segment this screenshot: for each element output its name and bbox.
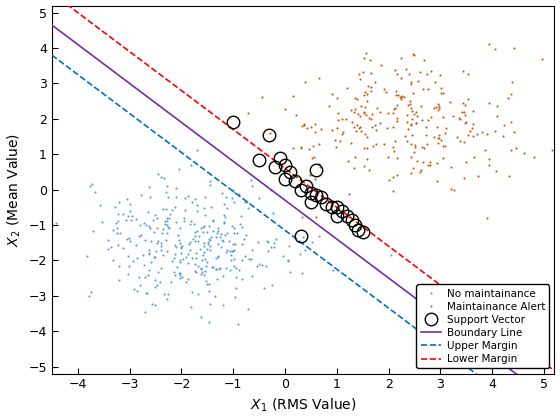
Support Vector (312, 168, 319, 173)
Legend: No maintainance, Maintainance Alert, Support Vector, Boundary Line, Upper Margin: No maintainance, Maintainance Alert, Sup… (417, 284, 549, 368)
No maintainance (235, 321, 242, 326)
Maintainance Alert (483, 215, 490, 220)
Maintainance Alert (259, 95, 265, 100)
Support Vector (230, 120, 236, 125)
Maintainance Alert (397, 55, 404, 60)
No maintainance (249, 247, 255, 252)
Line: Maintainance Alert: Maintainance Alert (246, 42, 560, 220)
No maintainance (178, 246, 184, 251)
Support Vector (333, 214, 340, 219)
No maintainance (215, 253, 222, 258)
Y-axis label: $X_2$ (Mean Value): $X_2$ (Mean Value) (6, 133, 23, 247)
Maintainance Alert (410, 112, 417, 117)
No maintainance (146, 247, 152, 252)
Support Vector (302, 184, 309, 189)
No maintainance (194, 147, 200, 152)
Line: No maintainance: No maintainance (22, 148, 394, 326)
No maintainance (171, 243, 178, 248)
Maintainance Alert (512, 145, 519, 150)
Support Vector (339, 208, 346, 213)
Support Vector (307, 191, 314, 196)
Support Vector (344, 214, 351, 219)
Support Vector (328, 205, 335, 210)
Support Vector (349, 217, 356, 222)
Support Vector (307, 200, 314, 205)
No maintainance (214, 231, 221, 236)
Support Vector (292, 178, 298, 183)
Maintainance Alert (350, 165, 357, 171)
Support Vector (282, 176, 288, 181)
Support Vector (256, 157, 263, 162)
Support Vector (318, 194, 325, 199)
Maintainance Alert (486, 41, 492, 46)
Support Vector (352, 223, 358, 228)
Support Vector (282, 162, 288, 167)
Support Vector (297, 187, 304, 192)
Support Vector (287, 169, 293, 174)
X-axis label: $X_1$ (RMS Value): $X_1$ (RMS Value) (250, 397, 357, 415)
Support Vector (312, 192, 319, 197)
No maintainance (185, 252, 192, 257)
Support Vector (360, 230, 366, 235)
Support Vector (266, 132, 273, 137)
Support Vector (297, 233, 304, 238)
Maintainance Alert (408, 133, 415, 138)
Support Vector (354, 228, 361, 233)
Maintainance Alert (443, 125, 450, 130)
Maintainance Alert (363, 98, 370, 103)
Support Vector (271, 164, 278, 169)
Support Vector (333, 205, 340, 210)
No maintainance (113, 230, 120, 235)
Support Vector (277, 155, 283, 160)
Support Vector (323, 201, 330, 206)
Line: Support Vector: Support Vector (227, 116, 369, 242)
